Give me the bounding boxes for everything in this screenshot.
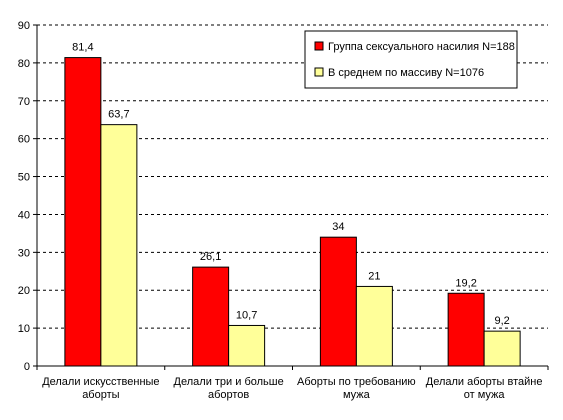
legend: Группа сексуального насилия N=188 В средн… bbox=[304, 30, 518, 89]
x-tick-label: мужа bbox=[343, 389, 371, 401]
y-tick-label: 70 bbox=[18, 96, 30, 108]
legend-swatch bbox=[314, 67, 324, 77]
y-axis-ticks: 0 10 20 30 40 50 60 70 80 90 bbox=[18, 20, 37, 373]
y-tick-label: 10 bbox=[18, 323, 30, 335]
legend-label: В среднем по массиву N=1076 bbox=[328, 67, 484, 79]
y-tick-label: 50 bbox=[18, 172, 30, 184]
bar bbox=[64, 57, 102, 367]
bar bbox=[228, 324, 266, 367]
x-tick-label: аборты bbox=[82, 389, 119, 401]
x-tick-label: Аборты по требованию bbox=[297, 376, 416, 388]
legend-swatch bbox=[314, 41, 324, 51]
x-tick-label: от мужа bbox=[464, 389, 506, 401]
bar bbox=[447, 292, 485, 367]
legend-box bbox=[304, 30, 518, 89]
bars bbox=[64, 57, 521, 367]
y-tick-label: 30 bbox=[18, 247, 30, 259]
y-tick-label: 80 bbox=[18, 58, 30, 70]
x-tick-label: абортов bbox=[208, 389, 249, 401]
data-label: 19,2 bbox=[455, 277, 476, 289]
bar bbox=[192, 266, 230, 367]
data-labels: 81,4 63,7 26,1 10,7 34 21 19,2 9,2 bbox=[72, 42, 510, 328]
bar bbox=[355, 285, 393, 367]
data-label: 9,2 bbox=[494, 315, 509, 327]
y-tick-label: 20 bbox=[18, 285, 30, 297]
y-tick-label: 0 bbox=[24, 361, 30, 373]
y-tick-label: 40 bbox=[18, 209, 30, 221]
x-tick-label: Делали искусственные bbox=[42, 376, 159, 388]
x-tick-label: Делали аборты втайне bbox=[426, 376, 543, 388]
data-label: 34 bbox=[332, 221, 344, 233]
bar bbox=[319, 236, 357, 367]
data-label: 21 bbox=[368, 270, 380, 282]
data-label: 26,1 bbox=[200, 251, 221, 263]
bar bbox=[483, 330, 521, 367]
y-tick-label: 90 bbox=[18, 20, 30, 32]
y-tick-label: 60 bbox=[18, 134, 30, 146]
bar bbox=[100, 124, 138, 367]
data-label: 63,7 bbox=[108, 109, 129, 121]
data-label: 81,4 bbox=[72, 42, 93, 54]
legend-label: Группа сексуального насилия N=188 bbox=[328, 41, 515, 53]
x-tick-label: Делали три и больше bbox=[174, 376, 284, 388]
data-label: 10,7 bbox=[236, 309, 257, 321]
